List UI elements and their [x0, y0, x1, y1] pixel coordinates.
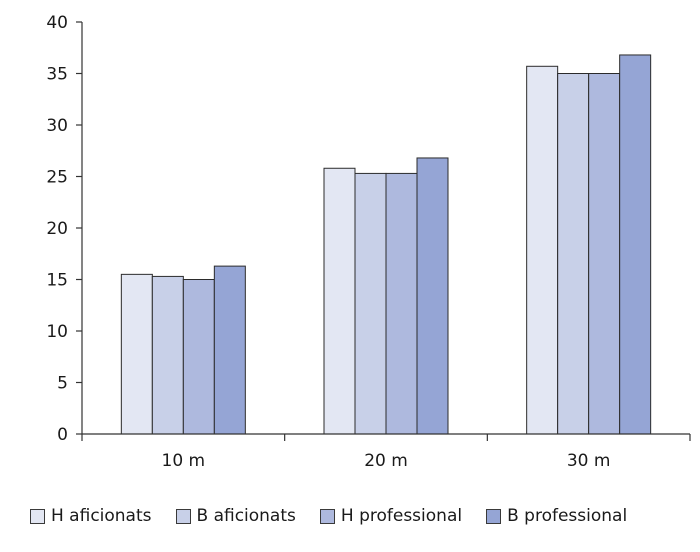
- y-tick-label: 0: [57, 425, 68, 445]
- x-tick-label: 30 m: [567, 451, 611, 471]
- bar: [182, 279, 215, 435]
- legend-item: B professional: [486, 506, 627, 526]
- bar: [323, 167, 356, 435]
- legend-swatch: [319, 508, 335, 524]
- bar: [385, 172, 418, 435]
- legend-item: H professional: [319, 506, 463, 526]
- bar: [619, 54, 652, 435]
- bar: [588, 73, 621, 435]
- x-axis: 10 m 20 m 30 m: [81, 433, 691, 471]
- y-tick-label: 5: [57, 374, 68, 394]
- y-tick-label: 35: [46, 65, 68, 85]
- y-tick-label: 40: [46, 13, 68, 33]
- y-tick-label: 25: [46, 168, 68, 188]
- bar: [151, 275, 184, 435]
- bar: [213, 265, 246, 435]
- legend-swatch: [175, 508, 191, 524]
- legend-swatch: [30, 508, 45, 524]
- y-axis: 0 5 10 15 20 25 30 35 40: [46, 13, 83, 445]
- x-tick-label: 10 m: [162, 451, 206, 471]
- legend-label: H professional: [340, 506, 463, 526]
- x-tick-label: 20 m: [364, 451, 408, 471]
- legend-label: B professional: [507, 506, 628, 526]
- y-tick-label: 30: [46, 116, 68, 136]
- bar: [416, 157, 449, 435]
- legend-label: H aficionats: [51, 506, 152, 526]
- legend-label: B aficionats: [196, 506, 296, 526]
- legend: H aficionats B aficionats H professional B …: [30, 503, 700, 529]
- legend-item: H aficionats: [30, 506, 152, 526]
- bar: [354, 172, 387, 435]
- legend-item: B aficionats: [175, 506, 296, 526]
- y-tick-label: 20: [46, 219, 68, 239]
- bar: [526, 65, 559, 435]
- bar: [557, 73, 590, 435]
- y-tick-label: 15: [46, 271, 68, 291]
- bars: [120, 54, 652, 435]
- y-tick-label: 10: [46, 322, 68, 342]
- bar: [120, 273, 153, 435]
- legend-swatch: [486, 508, 502, 524]
